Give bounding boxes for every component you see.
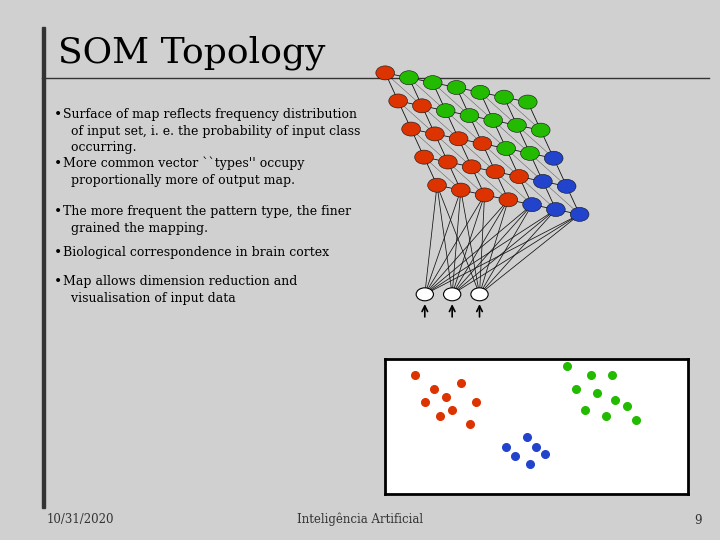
Circle shape bbox=[447, 80, 466, 94]
Text: 10/31/2020: 10/31/2020 bbox=[47, 514, 114, 526]
Circle shape bbox=[510, 170, 528, 184]
Bar bbox=[42, 27, 45, 508]
Circle shape bbox=[534, 174, 552, 188]
Circle shape bbox=[438, 155, 457, 169]
Text: Inteligência Artificial: Inteligência Artificial bbox=[297, 513, 423, 526]
Circle shape bbox=[444, 288, 461, 301]
Circle shape bbox=[426, 127, 444, 141]
Circle shape bbox=[471, 288, 488, 301]
Text: •: • bbox=[54, 157, 62, 171]
Circle shape bbox=[389, 94, 408, 108]
Circle shape bbox=[570, 207, 589, 221]
Text: Biological correspondence in brain cortex: Biological correspondence in brain corte… bbox=[63, 246, 330, 259]
Circle shape bbox=[428, 178, 446, 192]
Circle shape bbox=[475, 188, 494, 202]
Circle shape bbox=[449, 132, 468, 146]
Circle shape bbox=[400, 71, 418, 85]
Text: More common vector ``types'' occupy
  proportionally more of output map.: More common vector ``types'' occupy prop… bbox=[63, 157, 305, 187]
Circle shape bbox=[484, 113, 503, 127]
Text: 9: 9 bbox=[695, 514, 702, 526]
Circle shape bbox=[376, 66, 395, 80]
Text: •: • bbox=[54, 108, 62, 122]
Circle shape bbox=[460, 109, 479, 123]
Circle shape bbox=[557, 179, 576, 193]
Text: •: • bbox=[54, 275, 62, 289]
Text: The more frequent the pattern type, the finer
  grained the mapping.: The more frequent the pattern type, the … bbox=[63, 205, 351, 235]
Circle shape bbox=[497, 141, 516, 156]
Circle shape bbox=[416, 288, 433, 301]
Text: •: • bbox=[54, 246, 62, 260]
Circle shape bbox=[451, 183, 470, 197]
Circle shape bbox=[415, 150, 433, 164]
Text: Map allows dimension reduction and
  visualisation of input data: Map allows dimension reduction and visua… bbox=[63, 275, 298, 305]
Circle shape bbox=[436, 104, 455, 118]
Circle shape bbox=[531, 123, 550, 137]
Circle shape bbox=[499, 193, 518, 207]
Circle shape bbox=[546, 202, 565, 217]
Circle shape bbox=[521, 146, 539, 160]
Circle shape bbox=[462, 160, 481, 174]
Circle shape bbox=[473, 137, 492, 151]
Circle shape bbox=[471, 85, 490, 99]
Circle shape bbox=[508, 118, 526, 132]
Circle shape bbox=[544, 151, 563, 165]
Text: •: • bbox=[54, 205, 62, 219]
Circle shape bbox=[523, 198, 541, 212]
Text: Surface of map reflects frequency distribution
  of input set, i. e. the probabi: Surface of map reflects frequency distri… bbox=[63, 108, 361, 154]
Circle shape bbox=[495, 90, 513, 104]
Text: SOM Topology: SOM Topology bbox=[58, 35, 325, 70]
Circle shape bbox=[402, 122, 420, 136]
Circle shape bbox=[486, 165, 505, 179]
Circle shape bbox=[413, 99, 431, 113]
Circle shape bbox=[423, 76, 442, 90]
Circle shape bbox=[518, 95, 537, 109]
